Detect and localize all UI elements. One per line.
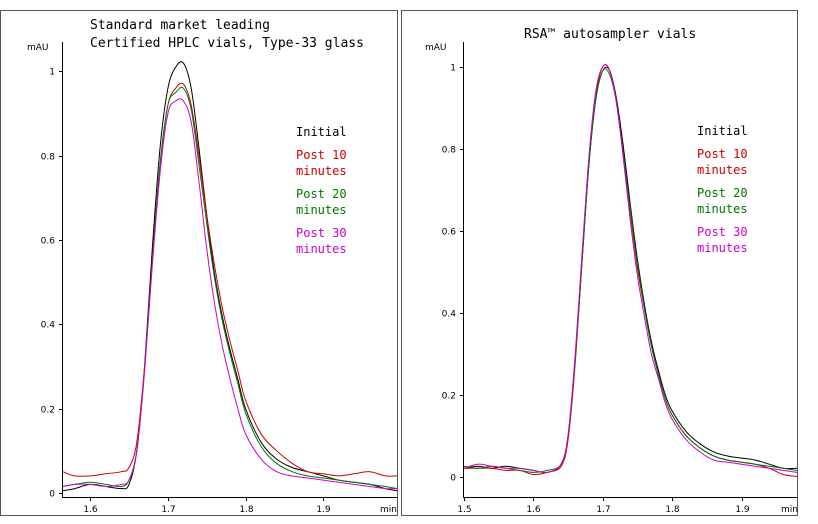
left-x-tick-label: 1.8 (239, 505, 254, 515)
right-x-tick-label: 1.6 (526, 505, 541, 515)
right-y-unit-label: mAU (425, 43, 447, 53)
left-legend-entry-3-line-1: Post 20 (296, 187, 347, 201)
left-y-unit-label: mAU (27, 43, 49, 53)
left-legend-entry-3-line-2: minutes (296, 203, 347, 217)
left-series-line-2 (63, 82, 397, 477)
left-legend: Initial Post 10 minutes Post 20 minutes Post … (296, 125, 347, 256)
right-x-tick-label: 1.7 (596, 505, 610, 515)
left-y-tick-label: 0.2 (41, 406, 55, 416)
right-panel-frame (401, 10, 798, 516)
right-legend-entry-1-line-1: Initial (697, 124, 748, 138)
right-legend-entry-3-line-2: minutes (697, 202, 748, 216)
right-series-line-4 (464, 64, 797, 474)
left-y-tick-label: 0.8 (41, 153, 56, 163)
right-y-tick-label: 0.6 (442, 228, 457, 238)
right-legend-entry-4-line-2: minutes (697, 241, 748, 255)
right-y-tick-label: 1 (450, 64, 456, 74)
left-x-unit-label: min (380, 505, 397, 515)
left-y-tick-label: 1 (49, 68, 55, 78)
left-y-tick-label: 0.6 (41, 237, 56, 247)
left-chart-title-line-2: Certified HPLC vials, Type-33 glass (90, 36, 364, 51)
right-chart-title-line-1: RSA™ autosampler vials (524, 27, 696, 42)
left-y-tick-label: 0.4 (41, 321, 56, 331)
left-chart-title-line-1: Standard market leading (90, 18, 270, 33)
right-y-tick-label: 0.2 (442, 392, 456, 402)
right-chart-panel: 0 0.2 0.4 0.6 0.8 1 1.5 1.6 1.7 1.8 1.9 mAU min R… (401, 10, 798, 516)
right-legend-entry-4-line-1: Post 30 (697, 225, 748, 239)
left-legend-entry-4-line-2: minutes (296, 242, 347, 256)
right-legend-entry-3-line-1: Post 20 (697, 186, 748, 200)
left-x-tick-label: 1.6 (83, 505, 98, 515)
left-legend-entry-2-line-1: Post 10 (296, 148, 347, 162)
left-x-tick-label: 1.9 (316, 505, 331, 515)
left-x-tick-label: 1.7 (161, 505, 175, 515)
right-y-tick-label: 0.8 (442, 146, 457, 156)
right-x-tick-label: 1.5 (457, 505, 471, 515)
right-legend-entry-2-line-2: minutes (697, 163, 748, 177)
left-panel-frame (0, 10, 398, 516)
right-legend: Initial Post 10 minutes Post 20 minutes Post … (697, 124, 748, 255)
left-legend-entry-1-line-1: Initial (296, 125, 347, 139)
right-x-unit-label: min (781, 505, 798, 515)
right-y-tick-label: 0.4 (442, 310, 457, 320)
left-y-tick-label: 0 (49, 490, 55, 500)
left-chart-panel: 0 0.2 0.4 0.6 0.8 1 1.6 1.7 1.8 1.9 mAU min Stan… (0, 10, 398, 516)
right-x-tick-label: 1.9 (735, 505, 750, 515)
left-legend-entry-2-line-2: minutes (296, 164, 347, 178)
right-legend-entry-2-line-1: Post 10 (697, 147, 748, 161)
right-x-tick-label: 1.8 (665, 505, 680, 515)
left-legend-entry-4-line-1: Post 30 (296, 226, 347, 240)
left-series-line-4 (63, 98, 397, 490)
right-y-tick-label: 0 (450, 474, 456, 484)
